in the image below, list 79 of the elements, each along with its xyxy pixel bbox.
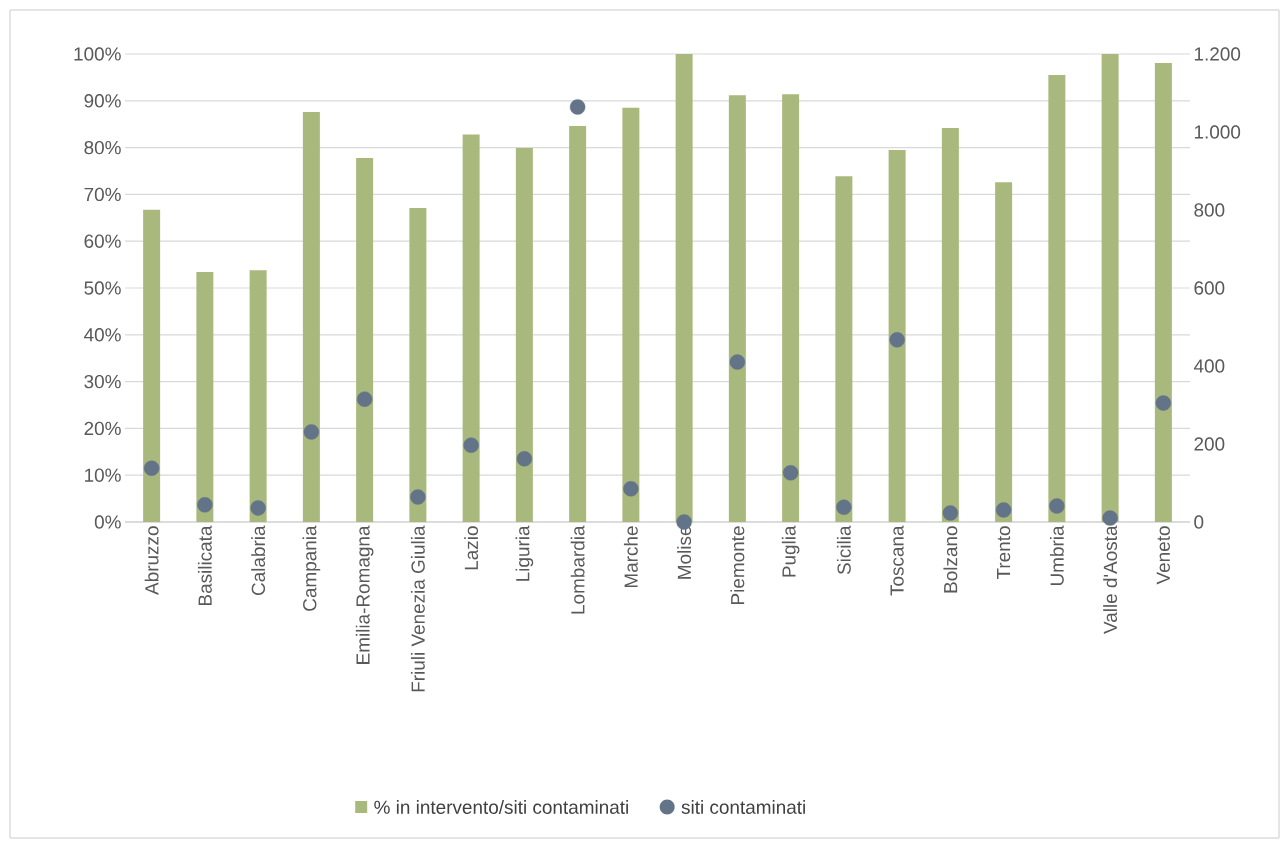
legend-label: siti contaminati <box>681 800 805 814</box>
y2-tick-label: 800 <box>1194 203 1225 217</box>
y2-tick-label: 400 <box>1193 359 1225 373</box>
bar <box>995 182 1013 522</box>
x-tick-label: Veneto <box>1156 526 1170 585</box>
bar <box>462 134 480 522</box>
x-tick-label: Emilia-Romagna <box>355 525 374 664</box>
point <box>143 460 160 476</box>
point <box>1049 498 1065 514</box>
point <box>836 499 852 515</box>
bar <box>1048 75 1066 522</box>
point <box>516 451 533 467</box>
y-tick-label: 60% <box>84 234 121 248</box>
point <box>889 332 905 348</box>
x-tick-label: Lombardia <box>570 525 585 614</box>
bar <box>782 94 800 522</box>
x-tick-label: Bolzano <box>943 526 958 593</box>
x-tick-label: Umbria <box>1049 525 1064 586</box>
point <box>356 391 373 407</box>
x-tick-label: Molise <box>677 526 692 579</box>
y2-tick-label: 200 <box>1194 437 1225 451</box>
y-tick-label: 50% <box>84 281 121 295</box>
x-tick-label: Basilicata <box>197 525 212 605</box>
y-tick-label: 90% <box>84 94 121 108</box>
point <box>729 354 746 370</box>
bar <box>675 53 693 522</box>
x-tick-label: Calabria <box>251 525 266 596</box>
x-tick-label: Puglia <box>781 525 800 577</box>
y-tick-label: 100% <box>74 47 121 61</box>
bar <box>356 157 374 522</box>
point <box>303 424 320 440</box>
bar <box>622 107 640 522</box>
point <box>197 497 213 513</box>
point <box>995 502 1012 518</box>
x-tick-label: Valle d'Aosta <box>1103 525 1118 634</box>
y-tick-label: 20% <box>84 421 121 436</box>
bar <box>1154 62 1172 522</box>
y-tick-label: 30% <box>84 374 121 389</box>
bar <box>302 112 320 522</box>
point <box>569 99 586 115</box>
y2-tick-label: 600 <box>1194 281 1225 295</box>
point <box>623 481 639 497</box>
point <box>782 465 799 481</box>
legend-label: % in intervento/siti contaminati <box>374 800 628 814</box>
point <box>1102 510 1118 526</box>
x-tick-label: Sicilia <box>836 525 851 575</box>
bar <box>835 176 853 522</box>
bar <box>196 272 214 522</box>
x-tick-label: Friuli Venezia Giulia <box>410 525 425 692</box>
y2-tick-label: 1.000 <box>1194 125 1241 139</box>
point <box>1155 395 1172 411</box>
bar <box>143 209 161 522</box>
y-tick-label: 10% <box>85 468 121 482</box>
bar <box>1101 53 1119 522</box>
x-tick-label: Trento <box>997 526 1011 580</box>
bar <box>569 126 587 522</box>
point <box>463 437 479 453</box>
bar <box>409 207 427 522</box>
x-tick-label: Piemonte <box>730 526 745 604</box>
bar <box>941 127 959 522</box>
x-tick-label: Campania <box>302 525 321 611</box>
point <box>942 505 959 521</box>
y-tick-label: 0% <box>94 515 121 529</box>
bar <box>888 149 906 522</box>
y-tick-label: 80% <box>84 140 121 155</box>
x-tick-label: Liguria <box>515 525 534 581</box>
point <box>410 489 426 505</box>
x-tick-label: Toscana <box>890 525 904 596</box>
bar <box>249 270 267 522</box>
point <box>250 500 266 516</box>
y-tick-label: 40% <box>84 328 121 342</box>
y2-tick-label: 0 <box>1194 515 1204 529</box>
x-tick-label: Marche <box>623 526 638 588</box>
x-tick-label: Lazio <box>464 526 479 570</box>
y-tick-label: 70% <box>84 187 121 202</box>
y2-tick-label: 1.200 <box>1194 47 1241 61</box>
x-tick-label: Abruzzo <box>144 526 159 595</box>
bar <box>728 95 746 522</box>
bar <box>515 148 533 522</box>
